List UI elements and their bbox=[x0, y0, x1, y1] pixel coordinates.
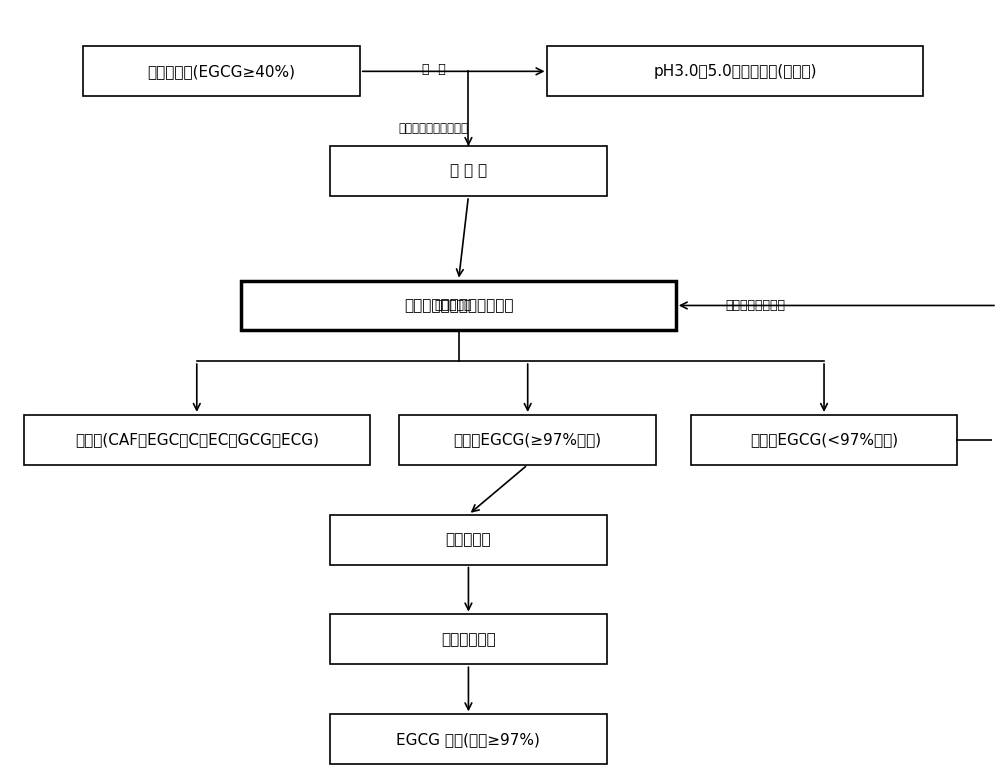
Text: EGCG 产品(纯度≥97%): EGCG 产品(纯度≥97%) bbox=[396, 732, 540, 747]
Text: 洗脱液EGCG(≥97%部分): 洗脱液EGCG(≥97%部分) bbox=[454, 432, 602, 447]
Text: 真空冷冻干燥: 真空冷冻干燥 bbox=[441, 632, 496, 647]
Text: 洗脱液EGCG(<97%部分): 洗脱液EGCG(<97%部分) bbox=[750, 432, 898, 447]
Text: 重新上柱分离纯化: 重新上柱分离纯化 bbox=[725, 300, 785, 313]
Text: 流动相洗脱: 流动相洗脱 bbox=[435, 300, 472, 313]
Text: 茶多酚原料(EGCG≥40%): 茶多酚原料(EGCG≥40%) bbox=[147, 64, 295, 79]
Text: 洗脱液(CAF、EGC、C、EC、GCG、ECG): 洗脱液(CAF、EGC、C、EC、GCG、ECG) bbox=[75, 432, 319, 447]
FancyBboxPatch shape bbox=[691, 415, 957, 465]
Text: 纳滤膜浓缩: 纳滤膜浓缩 bbox=[446, 532, 491, 547]
FancyBboxPatch shape bbox=[330, 146, 607, 196]
Text: 上单分散高聚物反相色谱柱: 上单分散高聚物反相色谱柱 bbox=[404, 298, 513, 313]
FancyBboxPatch shape bbox=[83, 47, 360, 96]
Text: pH3.0～5.0乙醇水溶液(流动相): pH3.0～5.0乙醇水溶液(流动相) bbox=[653, 64, 817, 79]
FancyBboxPatch shape bbox=[330, 514, 607, 565]
FancyBboxPatch shape bbox=[330, 615, 607, 664]
FancyBboxPatch shape bbox=[24, 415, 370, 465]
FancyBboxPatch shape bbox=[330, 714, 607, 764]
FancyBboxPatch shape bbox=[399, 415, 656, 465]
FancyBboxPatch shape bbox=[547, 47, 923, 96]
Text: 溶  解: 溶 解 bbox=[422, 63, 446, 76]
Text: 进 样 液: 进 样 液 bbox=[450, 164, 487, 178]
FancyBboxPatch shape bbox=[241, 281, 676, 331]
Text: 微滤膜过滤、超声脱气: 微滤膜过滤、超声脱气 bbox=[399, 122, 469, 135]
